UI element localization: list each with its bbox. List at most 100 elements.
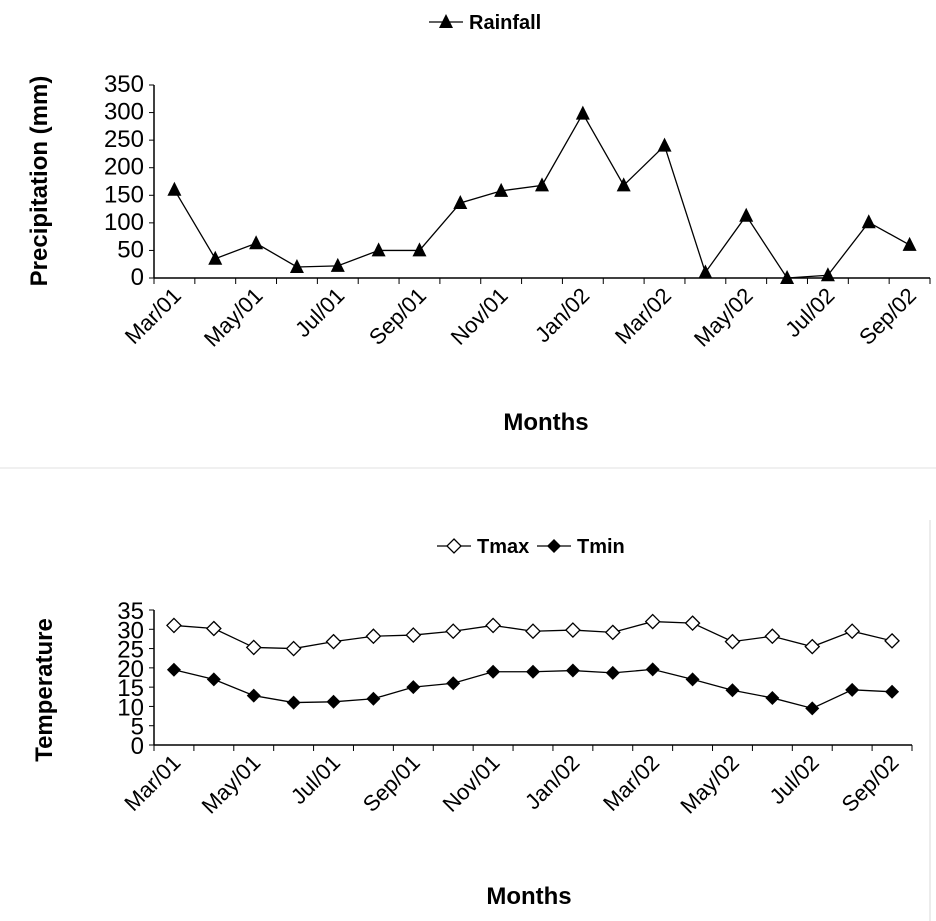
data-point-rainfall (535, 177, 549, 192)
x-tick-label: Jul/01 (290, 283, 349, 342)
data-point-rainfall (657, 137, 672, 152)
data-point-tmax (525, 623, 541, 640)
data-point-tmax (285, 640, 302, 657)
data-point-tmin (406, 680, 421, 695)
data-point-rainfall (494, 182, 509, 197)
data-point-tmin (565, 663, 580, 678)
data-point-tmin (605, 665, 620, 680)
data-point-rainfall (698, 264, 713, 279)
data-point-rainfall (616, 177, 631, 192)
data-point-tmin (246, 688, 261, 703)
data-point-rainfall (208, 250, 223, 265)
x-tick-label: Mar/01 (119, 750, 185, 816)
data-point-rainfall (902, 236, 917, 251)
data-point-rainfall (780, 270, 795, 284)
series-line-rainfall (173, 112, 910, 279)
x-tick-label: Mar/01 (120, 283, 186, 349)
data-point-rainfall (249, 235, 264, 250)
x-tick-label: Nov/01 (446, 283, 513, 350)
data-point-rainfall (739, 207, 754, 222)
data-point-tmax (804, 638, 821, 655)
legend-label: Rainfall (469, 12, 541, 34)
y-axis-title: Temperature (31, 618, 58, 762)
y-tick-label: 0 (131, 264, 144, 291)
data-point-tmin (725, 683, 740, 698)
data-point-rainfall (330, 257, 345, 272)
data-point-tmax (445, 623, 462, 640)
data-point-tmin (685, 672, 700, 687)
data-point-tmin (486, 664, 501, 679)
x-tick-label: Nov/01 (438, 750, 505, 817)
x-tick-label: Jul/01 (286, 750, 345, 809)
data-point-tmin (526, 664, 540, 679)
y-tick-label: 35 (117, 598, 144, 625)
data-point-tmin (805, 701, 820, 716)
data-point-rainfall (820, 267, 835, 282)
data-point-rainfall (453, 195, 468, 210)
data-point-tmax (844, 623, 861, 640)
data-point-tmax (325, 633, 342, 650)
y-tick-label: 350 (104, 71, 144, 98)
y-tick-label: 100 (104, 209, 144, 236)
data-point-rainfall (371, 242, 386, 257)
data-point-tmin (166, 662, 181, 677)
y-tick-label: 10 (117, 694, 144, 721)
legend-marker-tmax (446, 538, 462, 554)
x-tick-label: Sep/01 (358, 750, 425, 817)
y-tick-label: 0 (131, 733, 144, 760)
data-point-tmax (485, 617, 502, 634)
y-tick-label: 15 (117, 675, 144, 702)
data-point-tmin (446, 676, 461, 691)
data-point-tmin (326, 694, 341, 709)
x-tick-label: Jul/02 (765, 750, 824, 809)
legend: Rainfall (429, 12, 541, 34)
x-tick-label: Jul/02 (780, 283, 839, 342)
data-point-tmax (764, 628, 781, 645)
x-tick-label: Jan/02 (530, 283, 594, 347)
data-point-tmin (206, 672, 221, 687)
data-point-tmax (884, 632, 900, 649)
data-point-tmax (564, 622, 581, 638)
data-point-tmax (166, 617, 182, 634)
data-point-rainfall (575, 105, 590, 120)
x-tick-label: May/02 (675, 750, 744, 819)
data-point-tmin (366, 691, 381, 706)
x-tick-label: Jan/02 (520, 750, 584, 814)
x-tick-label: Sep/01 (364, 283, 431, 350)
x-tick-label: May/02 (689, 283, 758, 352)
data-point-rainfall (167, 181, 182, 196)
y-axis-title: Precipitation (mm) (26, 76, 53, 287)
legend-label: Tmin (577, 536, 625, 558)
x-tick-label: Mar/02 (610, 283, 676, 349)
data-point-tmin (286, 695, 301, 710)
data-point-tmax (405, 627, 422, 643)
data-point-tmin (845, 682, 860, 697)
data-point-rainfall (289, 258, 304, 273)
y-tick-label: 50 (117, 236, 144, 263)
legend: Tmax Tmin (437, 536, 625, 558)
y-tick-label: 25 (117, 637, 144, 664)
data-point-tmin (885, 684, 900, 699)
y-tick-label: 30 (117, 617, 144, 644)
legend-marker-rainfall (439, 14, 453, 28)
data-point-tmax (724, 633, 741, 650)
y-tick-label: 20 (117, 656, 144, 683)
legend-marker-tmin (547, 539, 561, 553)
data-point-tmin (645, 662, 660, 677)
data-point-tmax (684, 615, 701, 632)
y-tick-label: 150 (104, 181, 144, 208)
legend-label: Tmax (477, 536, 529, 558)
data-point-rainfall (861, 214, 876, 229)
data-point-tmax (365, 628, 382, 645)
y-tick-label: 300 (104, 99, 144, 126)
x-axis-title: Months (486, 883, 571, 910)
data-point-tmax (245, 639, 262, 656)
data-point-tmax (205, 620, 222, 637)
y-tick-label: 5 (131, 714, 144, 741)
data-point-rainfall (412, 242, 427, 257)
data-point-tmin (765, 690, 780, 705)
x-tick-label: Sep/02 (854, 283, 921, 350)
